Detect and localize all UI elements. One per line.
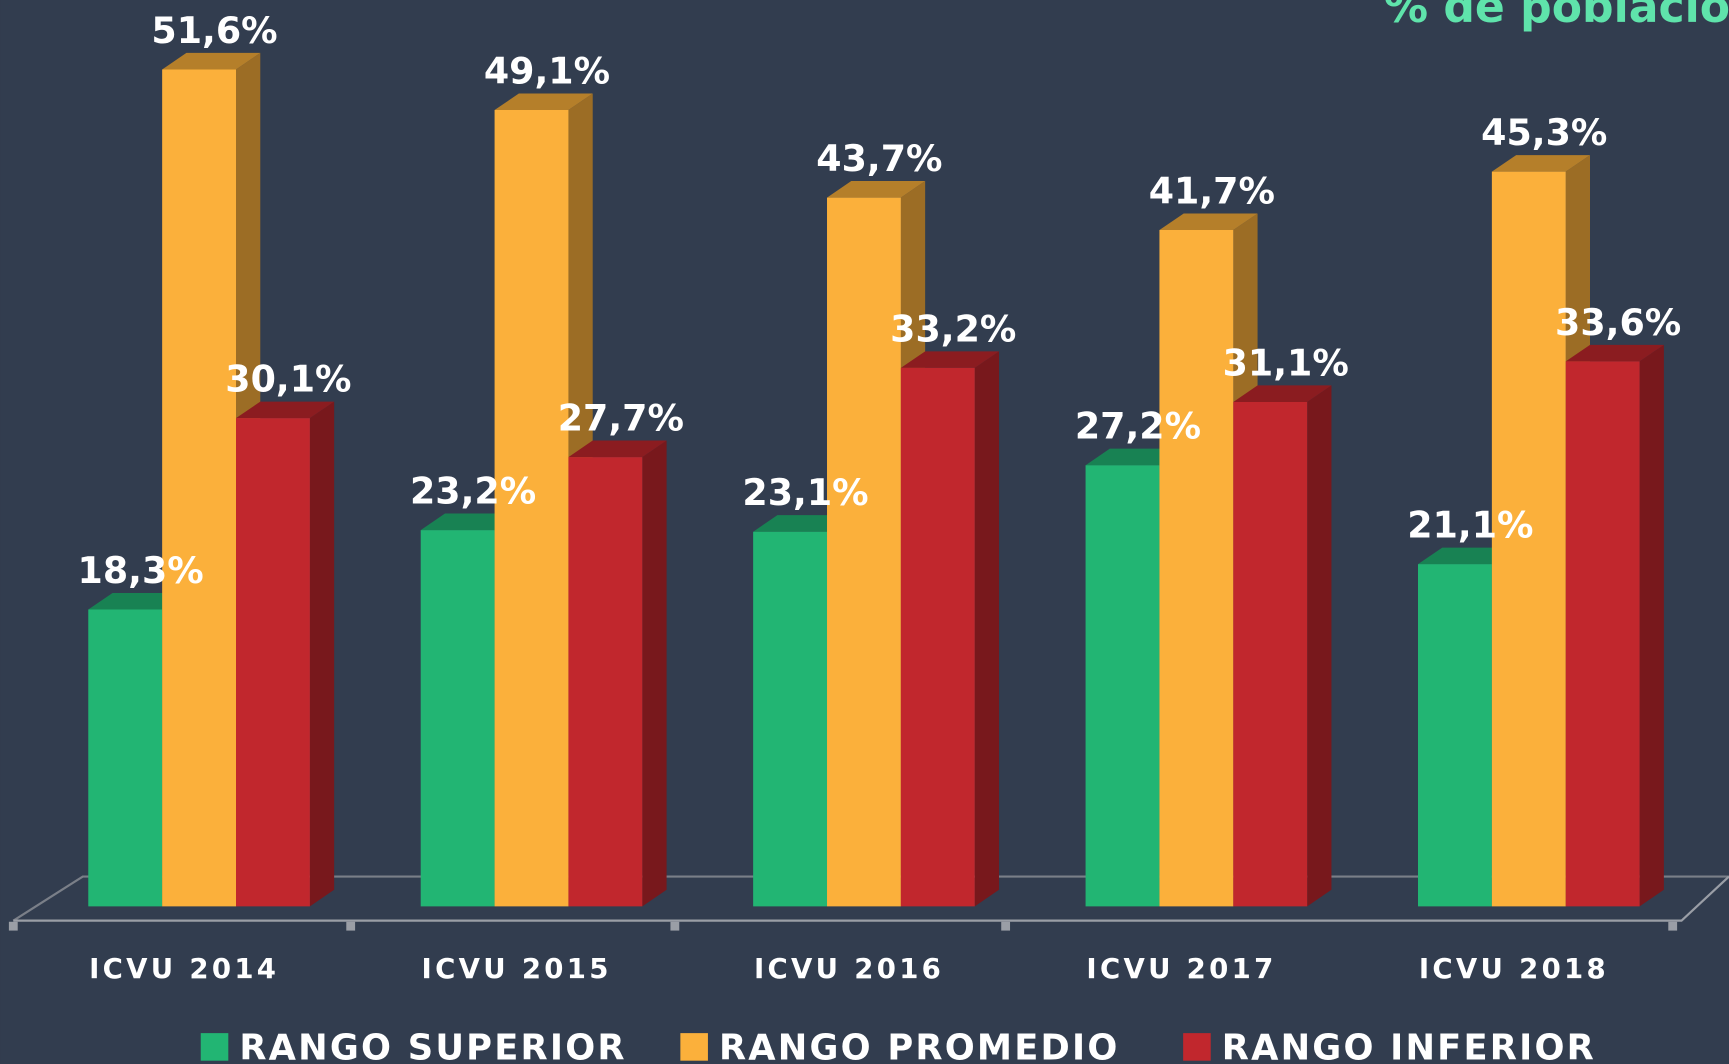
x-tick-label: ICVU 2018	[1419, 953, 1609, 985]
value-label: 41,7%	[1149, 170, 1275, 213]
bar	[568, 440, 667, 907]
bar-top	[1085, 448, 1184, 466]
bar-top	[568, 440, 667, 458]
bar-front	[1159, 230, 1234, 907]
bar-front	[236, 418, 310, 907]
bar-front	[88, 609, 163, 907]
legend-swatch	[200, 1033, 229, 1061]
bar-front	[1565, 361, 1640, 907]
bar-top	[236, 401, 335, 419]
bar-top	[1491, 155, 1591, 172]
bar-front	[568, 457, 643, 907]
axis-tick	[346, 921, 356, 931]
legend-label: RANGO INFERIOR	[1222, 1028, 1596, 1064]
bar-top	[900, 351, 1000, 368]
bar-front	[420, 530, 495, 907]
bar	[900, 351, 1000, 907]
value-label: 23,1%	[742, 471, 868, 514]
value-label: 18,3%	[78, 549, 204, 592]
bar-side	[1639, 344, 1664, 907]
bar	[1565, 344, 1664, 907]
bar-top	[1233, 385, 1332, 402]
bar-front	[827, 197, 901, 907]
bar-side	[309, 401, 335, 907]
bar-top	[827, 181, 926, 198]
axis-tick	[8, 921, 18, 931]
value-label: 33,2%	[890, 307, 1016, 350]
legend-label: RANGO PROMEDIO	[719, 1028, 1120, 1064]
axis-tick	[670, 921, 680, 931]
bar-top	[420, 513, 519, 531]
bar-front	[162, 69, 237, 907]
x-tick-label: ICVU 2015	[422, 953, 612, 985]
bar-front	[1418, 564, 1492, 907]
bar-side	[1307, 385, 1332, 907]
value-label: 31,1%	[1223, 341, 1349, 384]
x-tick-label: ICVU 2016	[754, 953, 944, 985]
value-label: 45,3%	[1481, 111, 1607, 154]
bar-top	[88, 592, 187, 610]
value-label: 33,6%	[1555, 301, 1681, 344]
value-label: 51,6%	[151, 9, 277, 52]
bar-front	[753, 531, 828, 907]
legend-swatch	[1183, 1033, 1211, 1061]
bar-top	[162, 52, 261, 70]
legend-swatch	[680, 1033, 708, 1061]
value-label: 27,7%	[558, 397, 684, 440]
legend-label: RANGO SUPERIOR	[239, 1028, 626, 1064]
axis-tick	[1001, 921, 1011, 931]
value-label: 43,7%	[816, 137, 942, 180]
bar	[236, 401, 335, 907]
bar-front	[900, 367, 975, 907]
bar-side	[974, 351, 1000, 907]
value-label: 27,2%	[1075, 405, 1201, 448]
value-label: 23,2%	[410, 470, 536, 513]
bar-front	[1491, 171, 1566, 907]
bar-front	[1085, 465, 1160, 907]
bar-top	[494, 93, 593, 111]
bar-top	[1565, 344, 1664, 362]
axis-tick	[1668, 921, 1678, 931]
bar-side	[642, 440, 667, 907]
chart-title: % de poblacio	[1384, 0, 1729, 33]
value-label: 30,1%	[225, 358, 351, 401]
x-tick-label: ICVU 2017	[1086, 953, 1276, 985]
bar-top	[1159, 213, 1258, 231]
bar-top	[1418, 547, 1517, 565]
x-tick-label: ICVU 2014	[89, 953, 279, 985]
bar-front	[1233, 401, 1308, 907]
bar-front	[494, 110, 569, 907]
value-label: 21,1%	[1407, 504, 1533, 547]
bar-top	[753, 515, 852, 532]
value-label: 49,1%	[484, 50, 610, 93]
bar	[1233, 385, 1332, 907]
floor-front	[13, 875, 1729, 922]
